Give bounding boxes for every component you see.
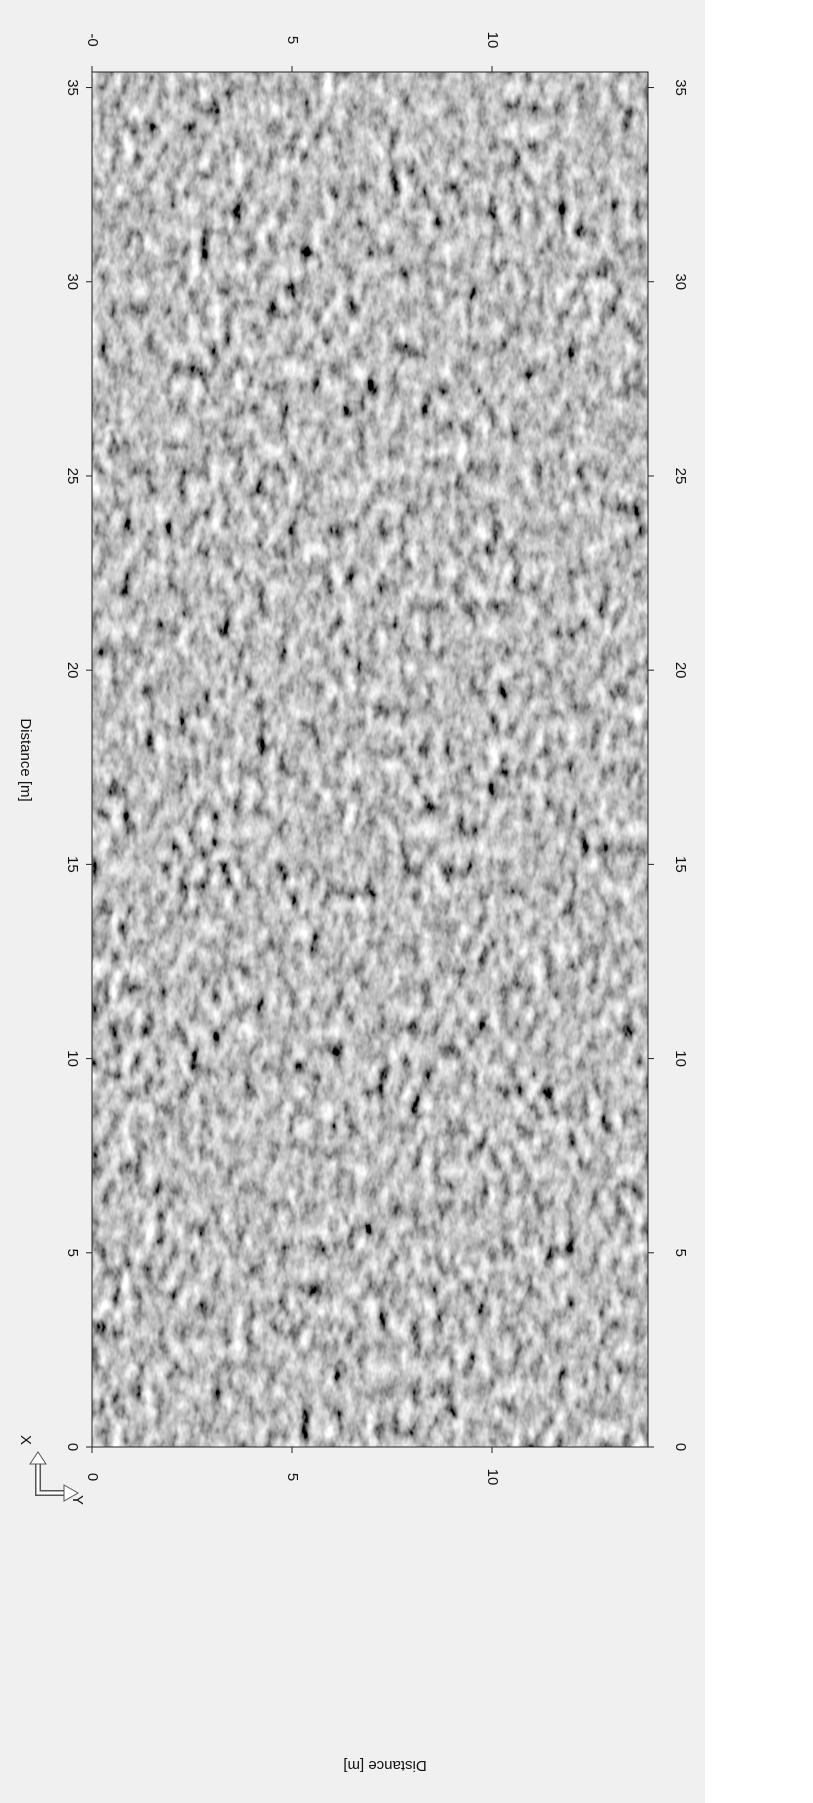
y-tick-label: 0 bbox=[84, 1473, 101, 1481]
axis-icon-y: Y bbox=[69, 1495, 86, 1505]
x-tick-label: 20 bbox=[64, 662, 81, 679]
x-tick-label-right: 25 bbox=[672, 468, 689, 485]
x-tick-label: 0 bbox=[64, 1443, 81, 1451]
x-tick-label-right: 10 bbox=[672, 1050, 689, 1067]
y-top-tick-label: 5 bbox=[284, 36, 301, 44]
x-tick-label-right: 35 bbox=[672, 79, 689, 96]
x-tick-label: 15 bbox=[64, 856, 81, 873]
x-tick-label: 35 bbox=[64, 79, 81, 96]
x-axis-label: Distance [m] bbox=[17, 718, 34, 801]
x-tick-label: 10 bbox=[64, 1050, 81, 1067]
axis-icon-head bbox=[29, 1451, 80, 1502]
axis-icon bbox=[29, 1451, 80, 1502]
x-tick-label-right: 20 bbox=[672, 662, 689, 679]
x-tick-label-right: 0 bbox=[672, 1443, 689, 1451]
x-tick-label-right: 30 bbox=[672, 273, 689, 290]
axis-icon-x: X bbox=[17, 1435, 34, 1445]
y-tick-label: 10 bbox=[484, 1469, 501, 1486]
y-tick-label: 5 bbox=[284, 1473, 301, 1481]
x-tick-label: 5 bbox=[64, 1249, 81, 1257]
x-tick-label-right: 5 bbox=[672, 1249, 689, 1257]
x-tick-label: 25 bbox=[64, 468, 81, 485]
heatmap-image bbox=[92, 72, 648, 1447]
x-tick-label: 30 bbox=[64, 273, 81, 290]
y-top-tick-label: 10 bbox=[484, 32, 501, 49]
x-tick-label-right: 15 bbox=[672, 856, 689, 873]
y-axis-label: Distance [m] bbox=[343, 1757, 426, 1774]
plot-frame bbox=[91, 71, 649, 1448]
axis-icon-arrow bbox=[36, 1458, 70, 1495]
y-top-tick-label: -0 bbox=[84, 33, 101, 46]
